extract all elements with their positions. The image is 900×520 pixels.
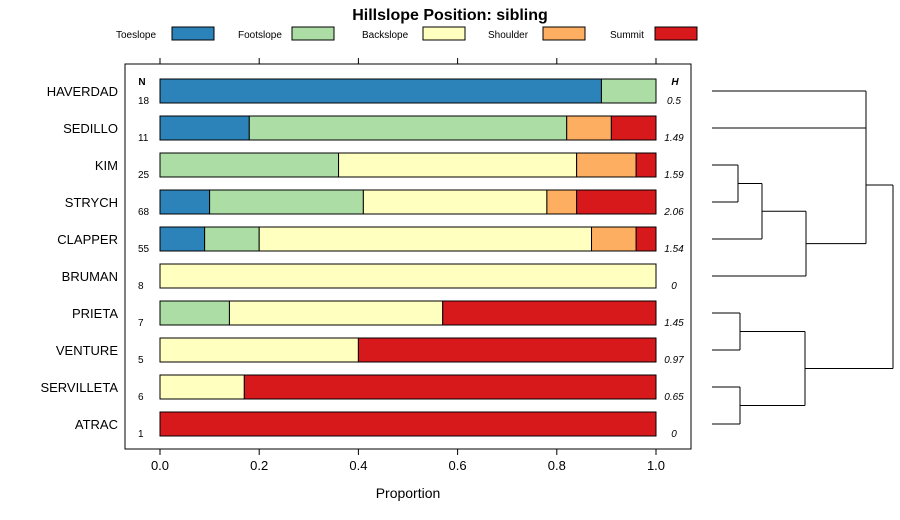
category-label: BRUMAN [62, 269, 118, 284]
bar-row-bruman: BRUMAN 8 0 [62, 263, 677, 292]
bar-segment-backslope [258, 226, 593, 252]
category-label: PRIETA [72, 306, 118, 321]
bar-segment-summit [159, 411, 657, 437]
h-value: 0.97 [664, 355, 684, 366]
bar-segment-summit [610, 115, 657, 141]
h-value: 0 [671, 281, 677, 292]
bar-row-kim: KIM 25 1.59 [95, 152, 684, 181]
bar-segment-footslope [600, 78, 657, 104]
n-value: 1 [138, 429, 144, 440]
x-tick-label: 0.6 [449, 458, 467, 473]
legend-swatch-toeslope [171, 26, 215, 41]
h-value: 0 [671, 429, 677, 440]
bar-segment-backslope [159, 374, 245, 400]
n-value: 8 [138, 281, 144, 292]
bar-segment-toeslope [159, 78, 602, 104]
bar-segment-footslope [159, 152, 340, 178]
bar-segment-summit [357, 337, 657, 363]
h-value: 0.5 [667, 96, 681, 107]
bar-segment-shoulder [591, 226, 637, 252]
bar-segment-summit [243, 374, 657, 400]
n-value: 6 [138, 392, 144, 403]
category-label: ATRAC [75, 417, 118, 432]
category-label: SEDILLO [63, 121, 118, 136]
n-value: 11 [138, 133, 149, 144]
x-axis: 0.0 0.2 0.4 0.6 0.8 1.0 [151, 58, 665, 473]
n-value: 25 [138, 170, 150, 181]
bar-row-servilleta: SERVILLETA 6 0.65 [40, 374, 684, 403]
bar-segment-backslope [159, 337, 359, 363]
bar-segment-summit [576, 189, 657, 215]
legend-swatch-shoulder [542, 26, 586, 41]
bar-row-prieta: PRIETA 7 1.45 [72, 300, 684, 329]
bar-segment-footslope [204, 226, 260, 252]
bar-row-sedillo: SEDILLO 11 1.49 [63, 115, 684, 144]
bar-segment-footslope [159, 300, 230, 326]
h-column-header: H [671, 77, 679, 88]
bar-segment-backslope [338, 152, 578, 178]
bar-segment-shoulder [576, 152, 637, 178]
x-tick-label: 0.4 [349, 458, 367, 473]
bar-segment-shoulder [546, 189, 578, 215]
h-value: 1.49 [664, 133, 684, 144]
bar-segment-summit [442, 300, 657, 326]
bar-segment-summit [635, 226, 657, 252]
bar-segment-footslope [209, 189, 364, 215]
legend-label-footslope: Footslope [238, 30, 282, 41]
plot-panel [124, 63, 692, 450]
bar-row-atrac: ATRAC 1 0 [75, 411, 677, 440]
h-value: 1.54 [664, 244, 684, 255]
bar-row-clapper: CLAPPER 55 1.54 [57, 226, 684, 255]
legend-label-shoulder: Shoulder [488, 30, 529, 41]
x-tick-label: 0.2 [250, 458, 268, 473]
bar-segment-toeslope [159, 115, 250, 141]
h-value: 2.06 [663, 207, 684, 218]
bar-segment-toeslope [159, 189, 211, 215]
bar-row-haverdad: HAVERDAD 18 0.5 [47, 78, 681, 107]
bar-row-strych: STRYCH 68 2.06 [65, 189, 684, 218]
bar-segment-toeslope [159, 226, 206, 252]
legend-swatch-footslope [291, 26, 335, 41]
x-tick-label: 1.0 [647, 458, 665, 473]
legend-label-summit: Summit [610, 30, 644, 41]
legend-swatch-backslope [422, 26, 466, 41]
n-value: 55 [138, 244, 150, 255]
bar-segment-backslope [228, 300, 444, 326]
bar-segment-backslope [159, 263, 657, 289]
n-value: 7 [138, 318, 144, 329]
dendrogram [712, 90, 894, 425]
chart-title: Hillslope Position: sibling [352, 7, 548, 24]
x-tick-label: 0.8 [548, 458, 566, 473]
x-tick-label: 0.0 [151, 458, 169, 473]
bar-segment-shoulder [566, 115, 612, 141]
category-label: STRYCH [65, 195, 118, 210]
legend-label-toeslope: Toeslope [116, 30, 156, 41]
legend-label-backslope: Backslope [362, 30, 409, 41]
n-column-header: N [138, 77, 145, 88]
category-label: HAVERDAD [47, 84, 118, 99]
category-label: KIM [95, 158, 118, 173]
category-label: SERVILLETA [40, 380, 118, 395]
legend: Toeslope Footslope Backslope Shoulder Summit [116, 26, 698, 41]
n-value: 68 [138, 207, 150, 218]
n-value: 5 [138, 355, 144, 366]
bar-segment-footslope [248, 115, 568, 141]
legend-swatch-summit [654, 26, 698, 41]
h-value: 1.45 [664, 318, 684, 329]
bar-segment-summit [635, 152, 657, 178]
h-value: 0.65 [664, 392, 684, 403]
bar-segment-backslope [362, 189, 548, 215]
category-label: VENTURE [56, 343, 118, 358]
n-value: 18 [138, 96, 150, 107]
category-label: CLAPPER [57, 232, 118, 247]
bar-row-venture: VENTURE 5 0.97 [56, 337, 684, 366]
x-axis-title: Proportion [376, 485, 441, 501]
h-value: 1.59 [664, 170, 684, 181]
